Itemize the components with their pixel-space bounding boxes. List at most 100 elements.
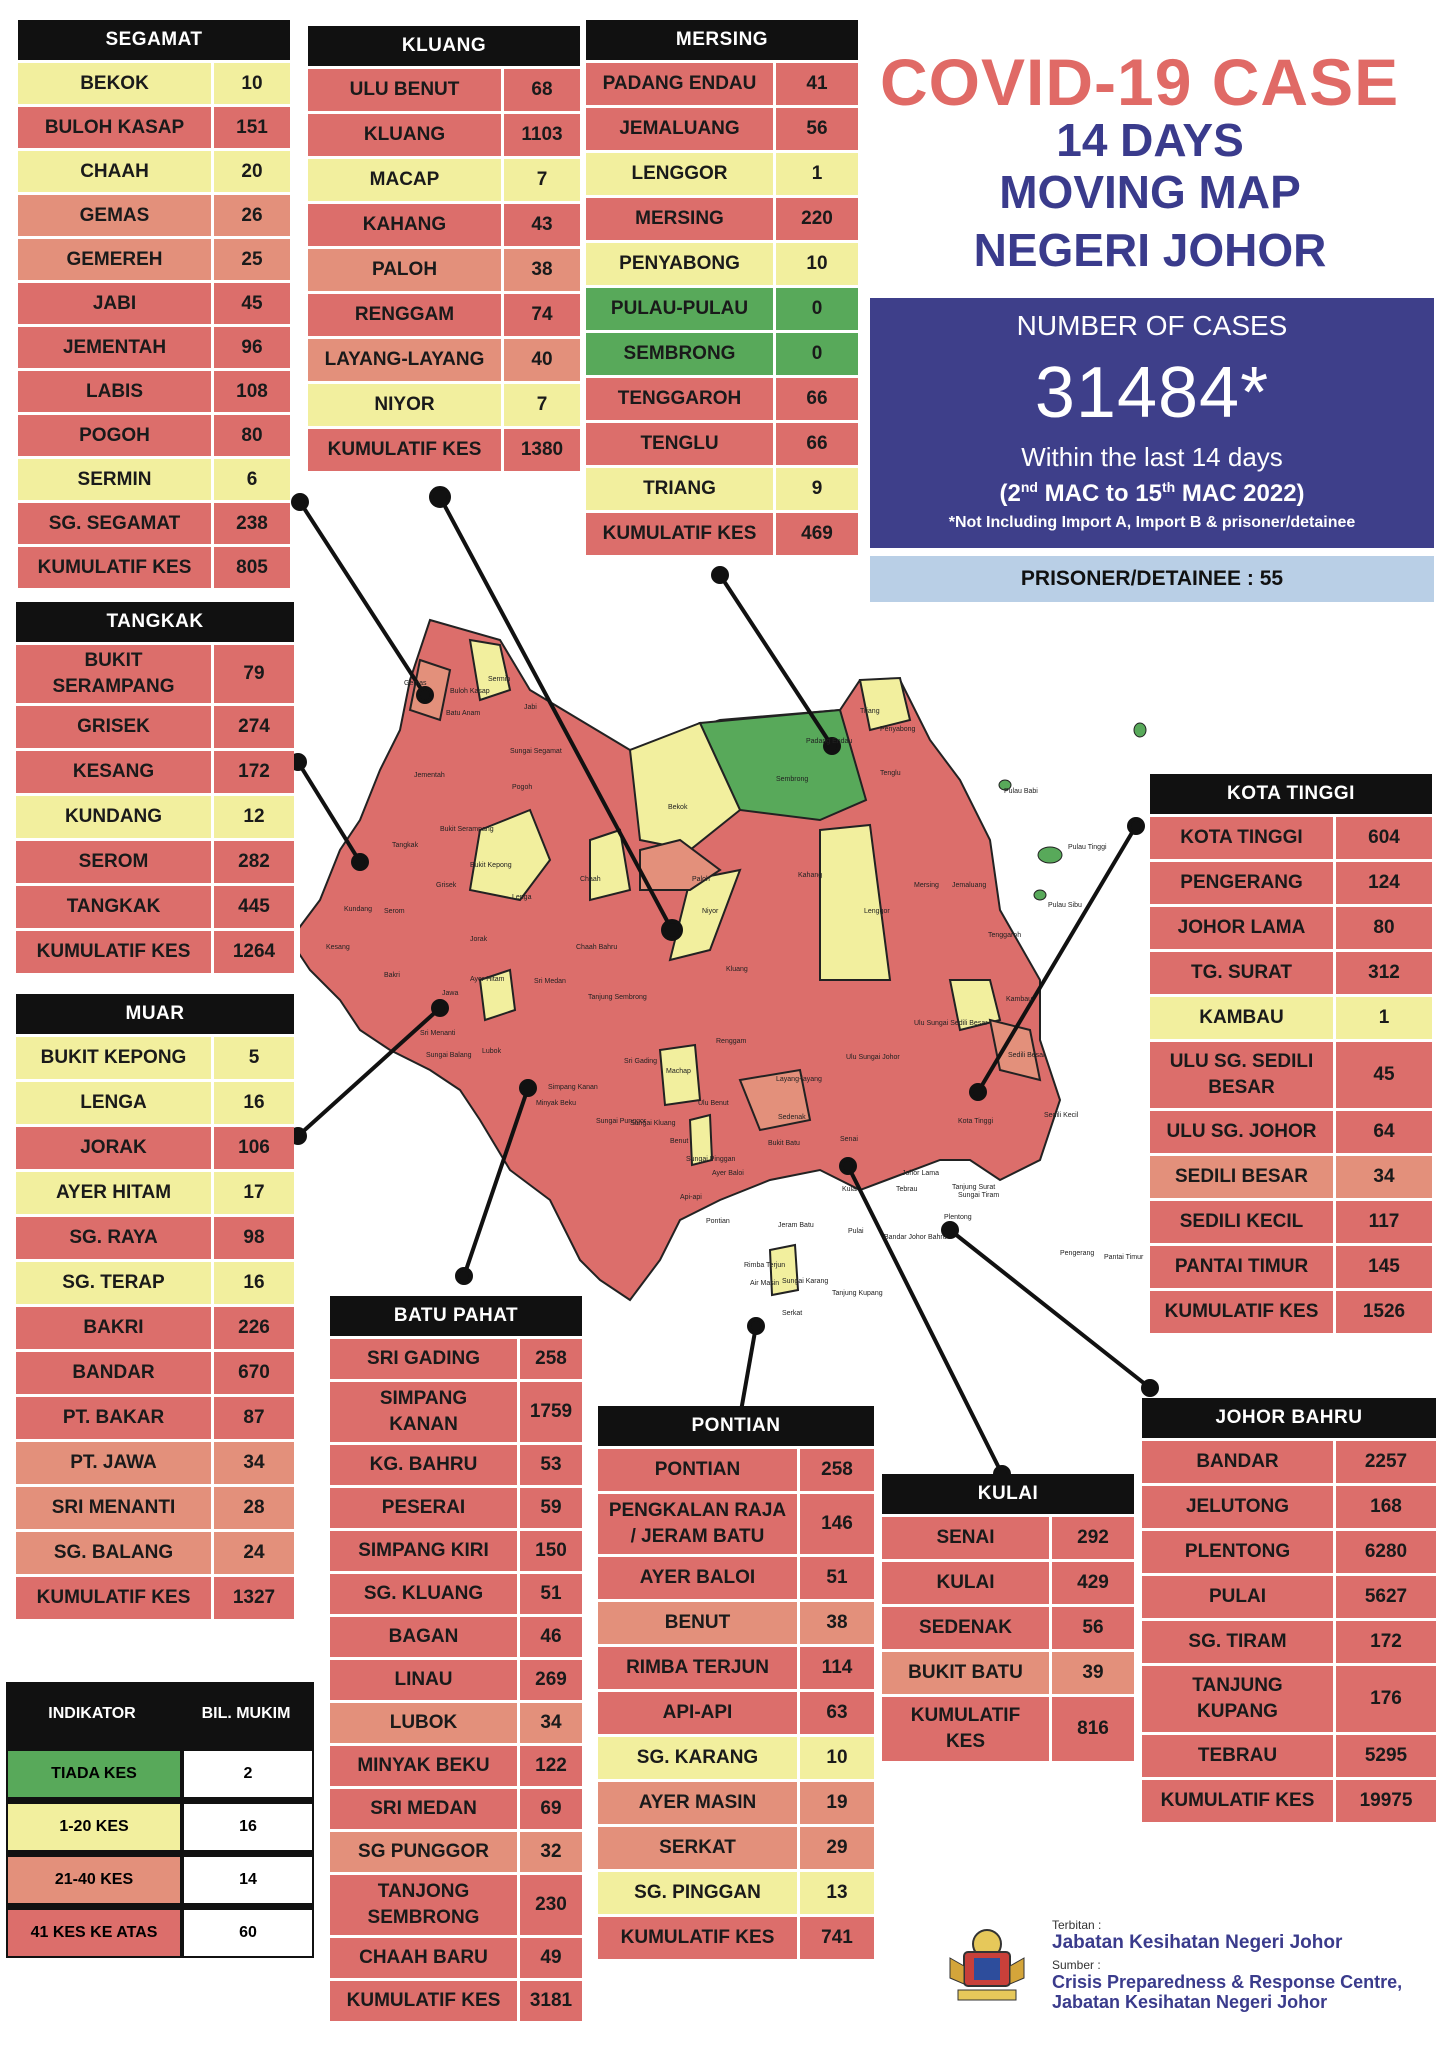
mukim-name: NIYOR <box>308 384 504 426</box>
case-count: 1380 <box>504 429 580 471</box>
map-place-label: Paloh <box>692 876 710 883</box>
map-place-label: Lubok <box>482 1048 502 1055</box>
table-row: MERSING 220 <box>586 195 858 240</box>
case-count: 292 <box>1052 1517 1134 1559</box>
case-count: 98 <box>214 1217 294 1259</box>
table-row: LENGGOR 1 <box>586 150 858 195</box>
map-place-label: Chaah Bahru <box>576 944 618 951</box>
table-muar: MUAR BUKIT KEPONG 5 LENGA 16 JORAK 106 AYER HIT… <box>16 994 294 1619</box>
mukim-name: TEBRAU <box>1142 1735 1336 1777</box>
mukim-name: SG. TIRAM <box>1142 1621 1336 1663</box>
map-place-label: Sungai Segamat <box>510 748 562 755</box>
table-row: GEMAS 26 <box>18 192 290 236</box>
mukim-name: JEMENTAH <box>18 327 214 368</box>
case-count: 176 <box>1336 1666 1436 1732</box>
table-pontian: PONTIAN PONTIAN 258 PENGKALAN RAJA / JERAM … <box>598 1406 874 1959</box>
case-count: 168 <box>1336 1486 1436 1528</box>
case-count: 114 <box>800 1647 874 1689</box>
mukim-name: SG. KLUANG <box>330 1574 520 1614</box>
table-row: BENUT 38 <box>598 1599 874 1644</box>
map-place-label: Tenggaroh <box>988 932 1022 939</box>
mukim-name: KUMULATIF KES <box>16 931 214 973</box>
mukim-name: JOHOR LAMA <box>1150 907 1336 949</box>
footer-publisher: Jabatan Kesihatan Negeri Johor <box>1052 1932 1343 1953</box>
case-count: 6280 <box>1336 1531 1436 1573</box>
case-count: 16 <box>214 1082 294 1124</box>
period-text: Within the last 14 days <box>1021 442 1283 472</box>
table-row: JOHOR LAMA 80 <box>1150 904 1432 949</box>
map-place-label: Pulau Babi <box>1004 788 1038 795</box>
case-count: 172 <box>1336 1621 1436 1663</box>
mukim-name: SG PUNGGOR <box>330 1832 520 1872</box>
table-row: PULAI 5627 <box>1142 1573 1436 1618</box>
case-count: 68 <box>504 69 580 111</box>
map-place-label: Pulai <box>848 1228 864 1235</box>
district-header: KLUANG <box>308 26 580 66</box>
map-place-label: Simpang Kanan <box>548 1084 598 1091</box>
mukim-name: ULU SG. JOHOR <box>1150 1111 1336 1153</box>
case-count: 40 <box>504 339 580 381</box>
map-place-label: Sri Medan <box>534 978 566 985</box>
district-header: SEGAMAT <box>18 20 290 60</box>
case-count: 230 <box>520 1875 582 1935</box>
map-place-label: Pogoh <box>512 784 533 791</box>
map-place-label: Air Masin <box>750 1280 780 1287</box>
case-count: 1 <box>776 153 858 195</box>
table-row: SRI MEDAN 69 <box>330 1786 582 1829</box>
mukim-name: PALOH <box>308 249 504 291</box>
mukim-name: BENUT <box>598 1602 800 1644</box>
case-count: 51 <box>520 1574 582 1614</box>
table-row: PADANG ENDAU 41 <box>586 60 858 105</box>
case-count: 96 <box>214 327 290 368</box>
map-place-label: Sri Menanti <box>420 1030 456 1037</box>
table-batupahat: BATU PAHAT SRI GADING 258 SIMPANG KANAN 1759… <box>330 1296 582 2021</box>
case-count: 38 <box>504 249 580 291</box>
table-row: NIYOR 7 <box>308 381 580 426</box>
table-row: KUMULATIF KES 3181 <box>330 1978 582 2021</box>
mukim-name: AYER MASIN <box>598 1782 800 1824</box>
map-place-label: Ulu Benut <box>698 1100 729 1107</box>
legend-header-count: BIL. MUKIM <box>201 1705 291 1722</box>
case-count: 220 <box>776 198 858 240</box>
map-island-pulau-sibu <box>1033 889 1047 901</box>
mukim-name: LINAU <box>330 1660 520 1700</box>
case-count: 26 <box>214 195 290 236</box>
legend-indicator: TIADA KES <box>6 1749 182 1799</box>
table-row: AYER MASIN 19 <box>598 1779 874 1824</box>
table-row: PULAU-PULAU 0 <box>586 285 858 330</box>
case-count: 445 <box>214 886 294 928</box>
case-count: 5627 <box>1336 1576 1436 1618</box>
legend-count: 14 <box>182 1855 314 1905</box>
table-row: PENYABONG 10 <box>586 240 858 285</box>
table-row: SG. PINGGAN 13 <box>598 1869 874 1914</box>
mukim-name: TRIANG <box>586 468 776 510</box>
map-place-label: Kambau <box>1006 996 1033 1003</box>
case-count: 64 <box>1336 1111 1432 1153</box>
mukim-name: KUMULATIF KES <box>330 1981 520 2021</box>
mukim-name: SENAI <box>882 1517 1052 1559</box>
mukim-name: SG. SEGAMAT <box>18 503 214 544</box>
table-row: SRI GADING 258 <box>330 1336 582 1379</box>
case-count: 1327 <box>214 1577 294 1619</box>
table-row: BUKIT BATU 39 <box>882 1649 1134 1694</box>
johor-map <box>300 618 1147 1302</box>
period-range: (2nd MAC to 15th MAC 2022) <box>999 479 1305 507</box>
table-johorbahru: JOHOR BAHRU BANDAR 2257 JELUTONG 168 PLENTONG… <box>1142 1398 1436 1822</box>
case-count: 0 <box>776 288 858 330</box>
mukim-name: PANTAI TIMUR <box>1150 1246 1336 1288</box>
mukim-name: KUNDANG <box>16 796 214 838</box>
map-place-label: Ulu Sungai Sedili Besar <box>914 1020 988 1027</box>
table-row: RIMBA TERJUN 114 <box>598 1644 874 1689</box>
mukim-name: AYER HITAM <box>16 1172 214 1214</box>
mukim-name: PLENTONG <box>1142 1531 1336 1573</box>
case-count: 282 <box>214 841 294 883</box>
district-header: TANGKAK <box>16 602 294 642</box>
map-place-label: Jeram Batu <box>778 1222 814 1229</box>
case-count: 24 <box>214 1532 294 1574</box>
table-row: PT. BAKAR 87 <box>16 1394 294 1439</box>
case-count: 25 <box>214 239 290 280</box>
district-header: MUAR <box>16 994 294 1034</box>
mukim-name: BULOH KASAP <box>18 107 214 148</box>
table-row: KUMULATIF KES 805 <box>18 544 290 588</box>
legend-indicator: 1-20 KES <box>6 1802 182 1852</box>
